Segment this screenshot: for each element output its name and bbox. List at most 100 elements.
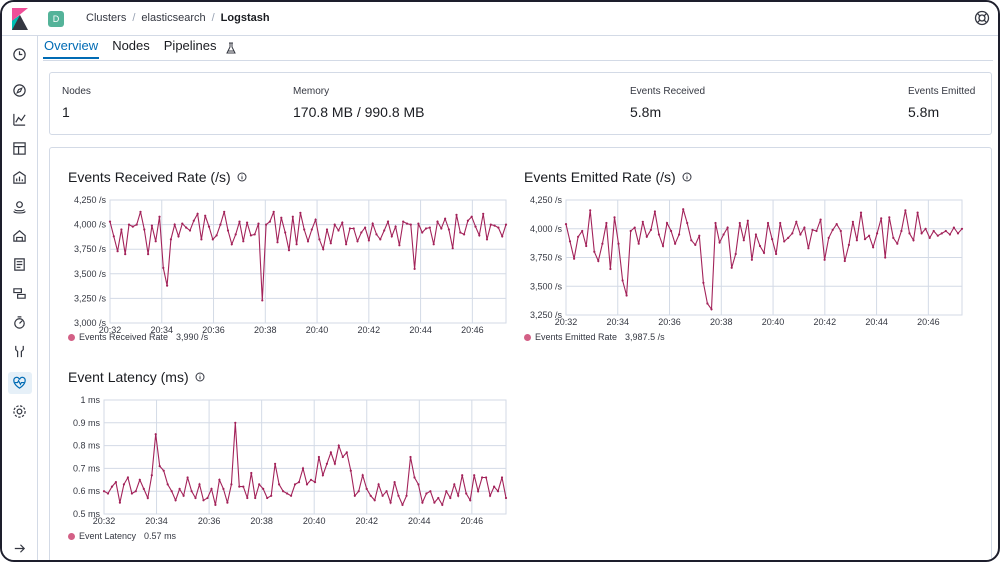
breadcrumb-clusters[interactable]: Clusters	[86, 12, 127, 24]
data-point	[357, 490, 360, 493]
tab-pipelines[interactable]: Pipelines	[163, 38, 217, 53]
x-tick-label: 20:46	[917, 317, 940, 327]
management-icon[interactable]	[12, 404, 27, 419]
data-point	[274, 462, 277, 465]
tab-nodes[interactable]: Nodes	[112, 38, 150, 53]
data-point	[377, 483, 380, 486]
y-tick-label: 3,000 /s	[74, 318, 107, 328]
data-point	[242, 240, 245, 243]
data-point	[322, 248, 325, 251]
data-point	[360, 231, 363, 234]
tab-overview[interactable]: Overview	[43, 38, 100, 59]
visualize-icon[interactable]	[12, 112, 27, 127]
stat-nodes: Nodes 1	[62, 86, 91, 120]
data-point	[158, 465, 161, 468]
info-icon[interactable]	[237, 172, 247, 182]
data-point	[219, 223, 222, 226]
data-point	[485, 238, 489, 241]
data-point	[150, 224, 153, 227]
maps-icon[interactable]	[12, 199, 27, 214]
dashboard-icon[interactable]	[12, 141, 27, 156]
data-point	[295, 243, 298, 246]
side-navigation	[2, 36, 38, 560]
data-point	[150, 474, 153, 477]
data-point	[633, 226, 636, 229]
breadcrumb-separator: /	[211, 12, 215, 24]
data-point	[238, 485, 241, 488]
data-point	[142, 487, 145, 490]
recently-viewed-icon[interactable]	[12, 47, 27, 62]
expand-nav-icon[interactable]	[12, 541, 27, 556]
legend-events-emitted[interactable]: Events Emitted Rate 3,987.5 /s	[524, 332, 665, 342]
data-point	[799, 233, 802, 236]
data-point	[383, 229, 386, 232]
data-point	[270, 494, 273, 497]
x-tick-label: 20:44	[408, 516, 431, 526]
data-point	[436, 220, 439, 223]
dev-tools-icon[interactable]	[12, 344, 27, 359]
uptime-icon[interactable]	[12, 315, 27, 330]
stack-monitoring-icon[interactable]	[12, 375, 27, 390]
info-icon[interactable]	[195, 372, 205, 382]
data-point	[609, 267, 612, 271]
data-point	[625, 294, 628, 297]
data-point	[956, 232, 960, 235]
data-point	[779, 221, 782, 225]
legend-events-received[interactable]: Events Received Rate 3,990 /s	[68, 332, 208, 342]
kibana-logo-icon[interactable]	[10, 8, 30, 30]
x-tick-label: 20:40	[762, 317, 785, 327]
data-point	[367, 239, 370, 242]
data-point	[670, 229, 673, 233]
data-point	[215, 234, 218, 237]
data-point	[944, 229, 947, 233]
data-point	[428, 226, 431, 229]
logs-icon[interactable]	[12, 257, 27, 272]
data-point	[621, 279, 624, 282]
data-point	[678, 233, 681, 236]
data-point	[373, 499, 376, 502]
data-point	[226, 229, 230, 232]
data-point	[665, 221, 669, 225]
infrastructure-icon[interactable]	[12, 228, 27, 243]
data-point	[314, 218, 317, 221]
breadcrumb-elasticsearch[interactable]: elasticsearch	[141, 12, 206, 24]
space-avatar[interactable]: D	[48, 11, 64, 27]
data-point	[791, 232, 794, 235]
data-point	[186, 476, 189, 479]
data-point	[305, 483, 309, 486]
data-point	[321, 474, 324, 477]
data-point	[466, 219, 469, 222]
data-point	[908, 232, 911, 235]
data-point	[807, 247, 810, 250]
legend-name: Events Received Rate	[79, 332, 169, 342]
canvas-icon[interactable]	[12, 170, 27, 185]
data-point	[364, 226, 367, 229]
data-point	[952, 226, 955, 229]
data-point	[268, 220, 271, 223]
data-point	[333, 462, 336, 465]
data-point	[206, 496, 209, 500]
data-point	[102, 490, 106, 493]
data-point	[702, 281, 705, 284]
data-point	[589, 209, 592, 212]
data-point	[166, 483, 169, 486]
events-emitted-chart: 3,250 /s 3,500 /s 3,750 /s 4,000 /s 4,250 /s…	[530, 195, 964, 327]
data-point	[287, 249, 291, 252]
legend-event-latency[interactable]: Event Latency 0.57 ms	[68, 531, 176, 541]
data-point	[124, 253, 127, 256]
data-point	[353, 494, 356, 497]
data-point	[936, 234, 939, 237]
data-point	[482, 212, 485, 215]
data-point	[585, 244, 588, 248]
data-point	[661, 244, 665, 248]
breadcrumb-logstash: Logstash	[220, 12, 270, 24]
help-icon[interactable]	[974, 10, 990, 26]
discover-icon[interactable]	[12, 83, 27, 98]
data-point	[138, 478, 141, 481]
info-icon[interactable]	[682, 172, 692, 182]
data-point	[166, 284, 169, 287]
data-point	[851, 220, 854, 223]
data-point	[457, 494, 460, 497]
apm-icon[interactable]	[12, 286, 27, 301]
